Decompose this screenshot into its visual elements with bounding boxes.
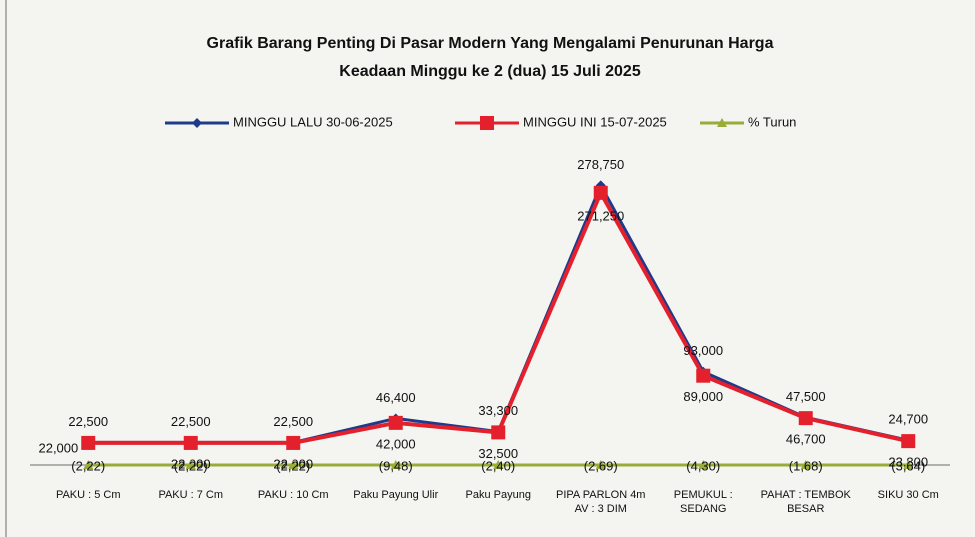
x-tick-label: PAKU : 7 Cm [158, 489, 224, 501]
x-tick-label: PAHAT : TEMBOK BESAR [760, 489, 851, 515]
x-tick-label: PAKU : 5 Cm [55, 489, 121, 501]
x-tick-label: PAKU : 10 Cm [257, 489, 329, 501]
data-point [388, 415, 403, 430]
data-point [288, 460, 299, 470]
data-point [595, 460, 606, 470]
data-label: 278,750 [577, 157, 624, 172]
data-point [286, 435, 301, 450]
data-label: 32,500 [478, 446, 518, 461]
data-label: 22,500 [273, 414, 313, 429]
data-point [493, 460, 504, 470]
data-label: (2,22) [276, 458, 310, 473]
data-point [83, 460, 94, 470]
x-tick-label: Paku Payung Ulir [353, 489, 439, 501]
data-label: (2,22) [174, 458, 208, 473]
data-label: (4,30) [686, 458, 720, 473]
data-label: 22,500 [171, 414, 211, 429]
legend-label: MINGGU INI 15-07-2025 [523, 114, 667, 129]
data-label: (2,69) [584, 458, 618, 473]
legend-marker [480, 116, 494, 130]
data-label: 42,000 [376, 436, 416, 451]
data-label: 46,400 [376, 390, 416, 405]
data-label: 22,000 [38, 440, 78, 455]
data-point [798, 411, 813, 426]
data-point [183, 435, 198, 450]
x-tick-label: Paku Payung [465, 489, 531, 501]
data-label: 47,500 [786, 389, 826, 404]
data-point [81, 435, 96, 450]
data-point [800, 460, 811, 470]
x-tick-label: PEMUKUL : SEDANG [673, 489, 733, 515]
data-label: 89,000 [683, 389, 723, 404]
chart-subtitle: Keadaan Minggu ke 2 (dua) 15 Juli 2025 [339, 63, 641, 80]
data-point [390, 460, 401, 470]
legend-marker [192, 118, 202, 128]
data-label: (1,68) [789, 458, 823, 473]
data-label: (2,40) [481, 458, 515, 473]
data-label: 24,700 [888, 412, 928, 427]
data-label: 271,250 [577, 208, 624, 223]
data-label: (9,48) [379, 458, 413, 473]
legend-label: MINGGU LALU 30-06-2025 [233, 114, 393, 129]
data-label: 46,700 [786, 432, 826, 447]
data-label: 33,300 [478, 403, 518, 418]
data-point [901, 434, 916, 449]
data-label: 22,500 [68, 414, 108, 429]
data-point [185, 460, 196, 470]
legend-marker [717, 118, 727, 127]
x-tick-label: SIKU 30 Cm [877, 489, 939, 501]
data-point [491, 425, 506, 440]
chart-title: Grafik Barang Penting Di Pasar Modern Ya… [207, 35, 774, 52]
data-point [903, 460, 914, 470]
data-point [698, 460, 709, 470]
data-point [696, 368, 711, 383]
data-point [593, 185, 608, 200]
data-label: (2,22) [71, 458, 105, 473]
x-tick-label: PIPA PARLON 4m AV : 3 DIM [556, 489, 646, 515]
data-label: (3,64) [891, 458, 925, 473]
data-label: 93,000 [683, 343, 723, 358]
legend-label: % Turun [748, 114, 796, 129]
